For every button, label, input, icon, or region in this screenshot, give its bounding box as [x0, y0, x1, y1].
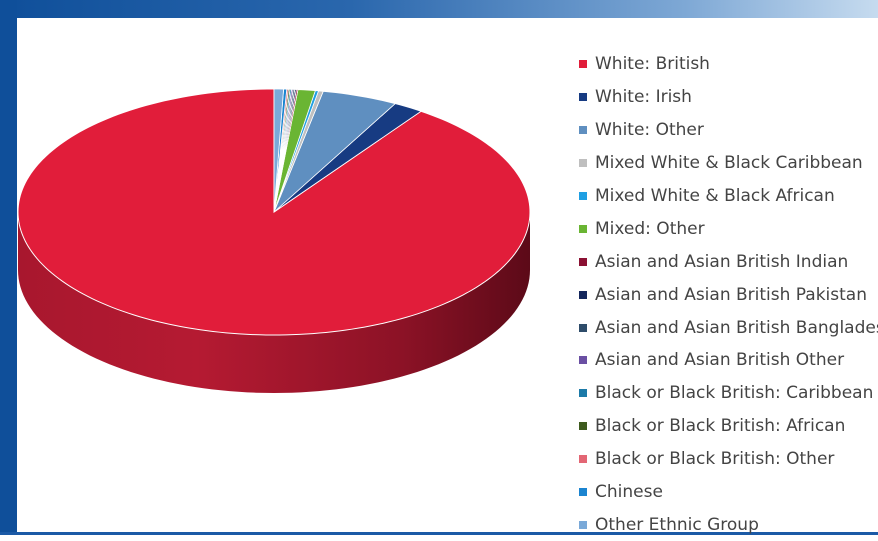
pie-slice-white-irish	[273, 103, 422, 213]
legend-label: White: British	[595, 54, 710, 75]
legend-label: Black or Black British: African	[595, 416, 846, 437]
legend-swatch	[579, 159, 587, 168]
legend-item: Chinese	[579, 476, 878, 509]
legend-item: Mixed: Other	[579, 212, 878, 245]
legend-item: Black or Black British: African	[579, 410, 878, 443]
legend-label: Mixed: Other	[595, 218, 705, 239]
legend-swatch	[579, 257, 587, 266]
legend-item: Other Ethnic Group	[579, 508, 878, 541]
legend-item: Asian and Asian British Pakistan	[579, 278, 878, 311]
chart-panel: White: British White: Irish White: Other Mi…	[17, 18, 878, 535]
legend-swatch	[579, 224, 587, 233]
legend-label: Asian and Asian British Pakistan	[595, 284, 867, 305]
legend-label: Asian and Asian British Other	[595, 350, 845, 371]
legend-label: Chinese	[595, 482, 663, 503]
legend-item: White: British	[579, 48, 878, 81]
pie-chart	[17, 88, 531, 393]
chart-legend: White: British White: Irish White: Other Mi…	[579, 48, 878, 541]
legend-swatch	[579, 192, 587, 200]
legend-item: Black or Black British: Caribbean	[579, 377, 878, 410]
legend-swatch	[579, 455, 587, 464]
legend-label: Mixed White & Black African	[595, 186, 835, 206]
legend-swatch	[579, 290, 587, 299]
legend-label: White: Other	[595, 120, 704, 141]
frame-top-bar	[0, 0, 878, 18]
legend-label: White: Irish	[595, 87, 692, 108]
legend-label: Mixed White & Black Caribbean	[595, 153, 863, 174]
frame-left-bar	[0, 0, 17, 535]
frame-bottom-bar	[0, 532, 878, 535]
legend-label: Asian and Asian British Bangladesh	[595, 317, 878, 338]
legend-item: Mixed White & Black African	[579, 180, 878, 213]
legend-item: White: Other	[579, 114, 878, 147]
legend-label: Black or Black British: Caribbean	[595, 383, 874, 404]
legend-item: Asian and Asian British Indian	[579, 245, 878, 278]
legend-swatch	[579, 520, 587, 529]
legend-swatch	[579, 356, 587, 365]
legend-swatch	[579, 93, 587, 102]
legend-item: Mixed White & Black Caribbean	[579, 147, 878, 180]
legend-item: Asian and Asian British Bangladesh	[579, 311, 878, 344]
legend-item: Black or Black British: Other	[579, 443, 878, 476]
pie-slice-white-other	[273, 90, 396, 213]
legend-swatch	[579, 126, 587, 135]
pie-slice-other-ethnic-group	[273, 88, 285, 213]
legend-swatch	[579, 60, 587, 69]
legend-label: Black or Black British: Other	[595, 449, 835, 470]
legend-label: Other Ethnic Group	[595, 514, 759, 535]
legend-item: White: Irish	[579, 81, 878, 114]
legend-swatch	[579, 323, 587, 332]
legend-item: Asian and Asian British Other	[579, 344, 878, 377]
legend-label: Asian and Asian British Indian	[595, 251, 849, 272]
pie-slice-side	[18, 212, 530, 393]
legend-swatch	[579, 488, 587, 497]
legend-swatch	[579, 389, 587, 398]
legend-swatch	[579, 422, 587, 431]
